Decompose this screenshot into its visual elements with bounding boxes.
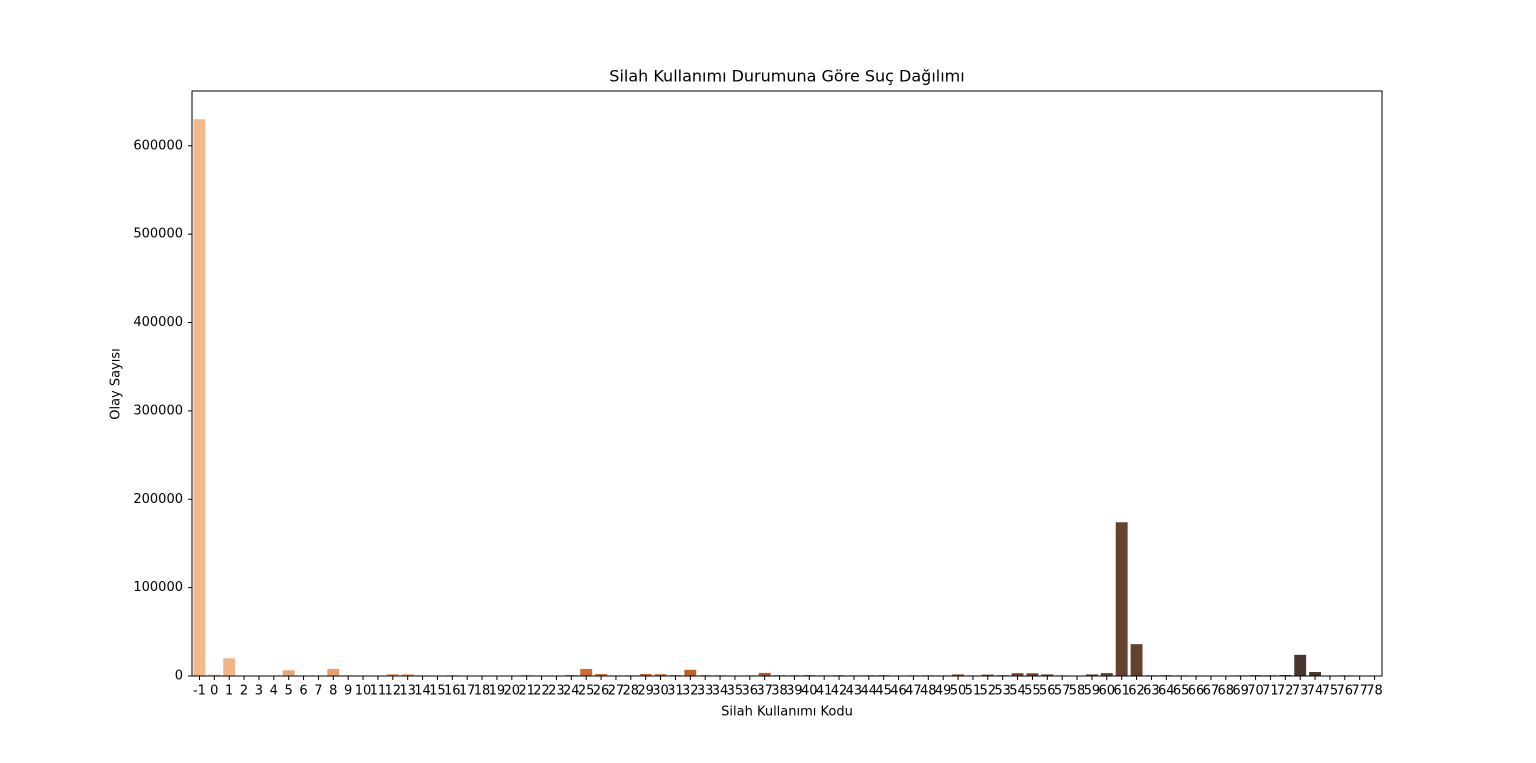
bar	[283, 670, 295, 676]
y-tick-label: 100000	[133, 580, 183, 595]
x-tick-label: 4	[270, 684, 278, 699]
y-tick-label: 0	[175, 669, 183, 684]
bar	[223, 658, 235, 676]
x-tick-label: 7	[314, 684, 322, 699]
x-tick-label: 8	[329, 684, 337, 699]
y-tick-label: 600000	[133, 138, 183, 153]
bar	[580, 669, 592, 676]
x-tick-label: 78	[1366, 684, 1383, 699]
x-tick-label: 5	[285, 684, 293, 699]
bar	[1294, 655, 1306, 676]
bar	[684, 670, 696, 676]
bar	[1131, 644, 1143, 676]
chart-title: Silah Kullanımı Durumuna Göre Suç Dağılı…	[609, 67, 964, 86]
y-tick-label: 200000	[133, 492, 183, 507]
x-tick-label: 6	[299, 684, 307, 699]
x-tick-label: -1	[193, 684, 206, 699]
x-tick-label: 2	[240, 684, 248, 699]
x-axis-label: Silah Kullanımı Kodu	[721, 705, 853, 720]
y-tick-label: 300000	[133, 403, 183, 418]
y-axis-label: Olay Sayısı	[109, 348, 124, 420]
plot-frame	[192, 91, 1382, 676]
bar	[1309, 672, 1321, 676]
y-tick-label: 500000	[133, 227, 183, 242]
x-tick-label: 3	[255, 684, 263, 699]
x-tick-label: 1	[225, 684, 233, 699]
bar	[1116, 522, 1128, 676]
bar	[327, 669, 339, 676]
bar	[193, 119, 205, 676]
y-tick-label: 400000	[133, 315, 183, 330]
x-tick-label: 9	[344, 684, 352, 699]
x-tick-label: 0	[210, 684, 218, 699]
